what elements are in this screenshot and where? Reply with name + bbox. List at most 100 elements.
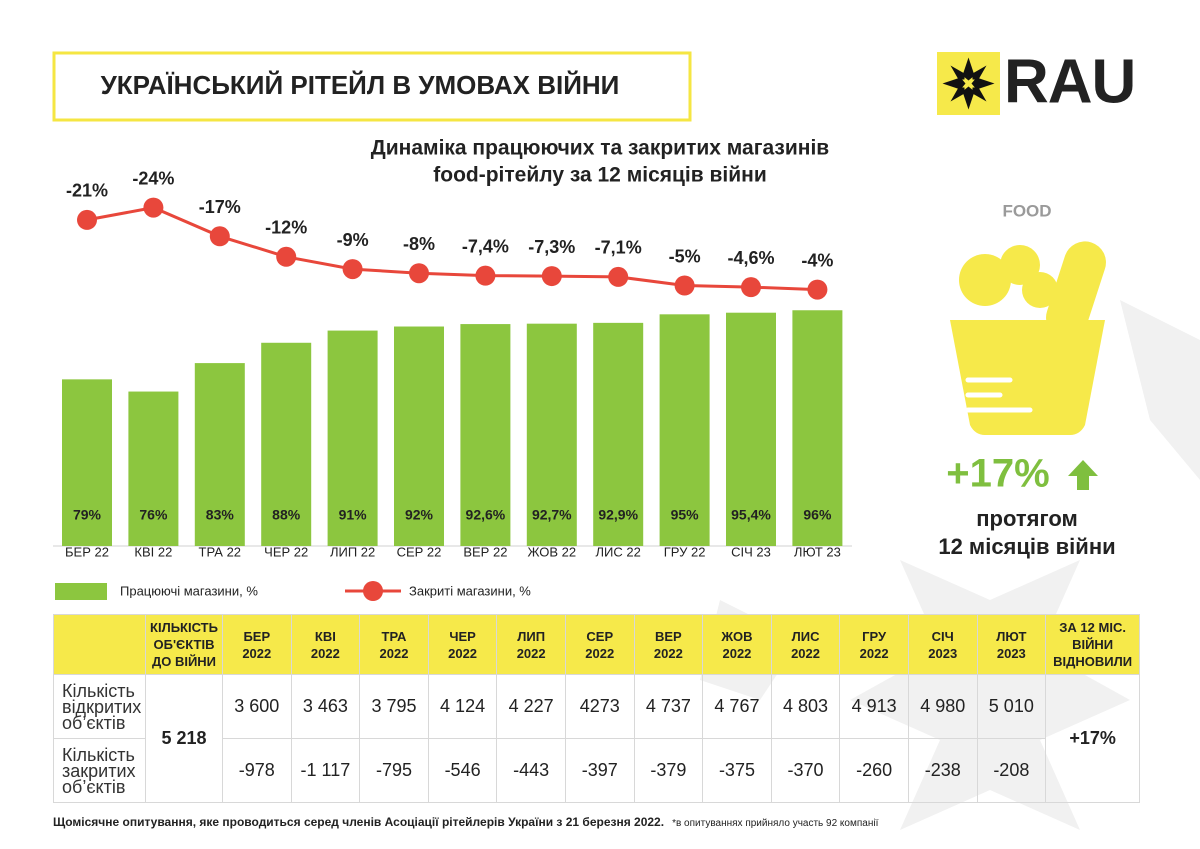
- line-point: [541, 266, 562, 287]
- legend-label: Закриті магазини, %: [409, 583, 531, 598]
- data-table: КІЛЬКІСТЬ ОБ'ЄКТІВ ДО ВІЙНИ БЕР 2022 КВІ 202…: [53, 614, 1141, 803]
- title-box: [52, 51, 692, 122]
- header-year: 2022: [379, 645, 409, 661]
- header-year: 2022: [310, 645, 340, 661]
- x-tick-label: ВЕР 22: [463, 544, 507, 559]
- x-tick-label: ЛЮТ 23: [794, 544, 841, 559]
- point-label: -4,6%: [727, 248, 774, 268]
- x-tick-label: ТРА 22: [199, 544, 242, 559]
- legend-swatch: [363, 581, 383, 601]
- header-cell: КВІ 2022: [290, 614, 361, 675]
- header-cell: ГРУ 2022: [839, 614, 909, 675]
- value-cell: 4 913: [839, 674, 909, 739]
- header-year: 2022: [448, 645, 478, 661]
- value-cell: -978: [222, 738, 292, 803]
- header-year: 2022: [242, 645, 272, 661]
- bar-label: 79%: [73, 507, 102, 523]
- point-label: -5%: [669, 246, 701, 266]
- header-cell: СІЧ 2023: [907, 614, 978, 675]
- x-tick-label: БЕР 22: [65, 544, 109, 559]
- line-point: [409, 263, 429, 284]
- value-cell: -375: [702, 738, 772, 803]
- bar-label: 88%: [272, 507, 301, 523]
- header-cell: ЖОВ 2022: [702, 614, 772, 675]
- line-point: [143, 197, 164, 218]
- line-point: [342, 259, 363, 280]
- footnote: Щомісячне опитування, яке проводиться се…: [53, 815, 878, 829]
- bag-icon: [950, 241, 1106, 435]
- bar-label: 96%: [803, 507, 832, 523]
- logo-star: [942, 57, 995, 110]
- point-label: -8%: [403, 234, 435, 254]
- header-month: СІЧ: [931, 628, 954, 644]
- line-point: [807, 279, 828, 300]
- header-month: БЕР: [243, 628, 271, 644]
- bar: [593, 322, 644, 546]
- header-month: СЕР: [586, 628, 614, 644]
- up-arrow: [1068, 460, 1098, 490]
- line-point: [608, 266, 629, 287]
- header-month: ЧЕР: [449, 628, 476, 644]
- header-year: 2023: [928, 645, 958, 661]
- point-label: -7,1%: [595, 238, 642, 258]
- table-row: Кількість відкритих об’єктів 5 218 3 600 3 …: [53, 674, 1141, 803]
- header-month: ЛЮТ: [996, 628, 1027, 644]
- point-label: -4%: [801, 250, 833, 270]
- header-month: ВЕР: [654, 628, 682, 644]
- value-cell: 4 737: [633, 674, 704, 739]
- bar: [394, 326, 444, 546]
- header-month: ТРА: [381, 628, 407, 644]
- line-point: [209, 226, 230, 247]
- bar-label: 91%: [339, 507, 368, 523]
- header-month: КВІ: [314, 628, 336, 644]
- header-month: ЛИС: [791, 628, 820, 644]
- row-label: Кількість закритих об’єктів: [53, 738, 146, 803]
- x-tick-label: ГРУ 22: [664, 544, 706, 559]
- header-cell: ЧЕР 2022: [427, 614, 498, 675]
- table-row: КІЛЬКІСТЬ ОБ'ЄКТІВ ДО ВІЙНИ БЕР 2022 КВІ 202…: [53, 614, 1141, 675]
- header-cell: КІЛЬКІСТЬ ОБ'ЄКТІВ ДО ВІЙНИ: [145, 614, 223, 675]
- header-year: 2022: [585, 645, 615, 661]
- before-war-cell: 5 218: [145, 674, 223, 803]
- point-label: -7,4%: [462, 236, 509, 256]
- line-point: [674, 275, 695, 296]
- header-year: 2022: [516, 645, 546, 661]
- bar-label: 92,9%: [598, 507, 638, 523]
- header-month: ГРУ: [862, 628, 887, 644]
- chart-title: food-рітейлу за 12 місяців війни: [433, 164, 767, 187]
- bar: [128, 391, 179, 546]
- bar: [659, 314, 710, 546]
- logo-text: RAU: [1004, 47, 1135, 116]
- row-label: Кількість відкритих об’єктів: [53, 674, 146, 739]
- value-cell: -1 117: [290, 738, 361, 803]
- side-label: FOOD: [1002, 201, 1051, 220]
- bar: [526, 323, 577, 546]
- header-cell: СЕР 2022: [564, 614, 635, 675]
- line-point: [741, 277, 761, 298]
- header-year: 2022: [791, 645, 820, 661]
- value-cell: 5 010: [976, 674, 1047, 739]
- value-cell: -397: [564, 738, 635, 803]
- value-cell: -260: [839, 738, 909, 803]
- bar: [460, 324, 511, 546]
- bar-label: 92%: [405, 507, 434, 523]
- point-label: -24%: [132, 168, 174, 188]
- x-tick-label: ЧЕР 22: [264, 544, 308, 559]
- bar-label: 95%: [671, 507, 700, 523]
- bar-label: 83%: [206, 507, 235, 523]
- value-cell: 3 600: [222, 674, 292, 739]
- header-month: ЛИП: [517, 628, 546, 644]
- header-cell: [53, 614, 146, 675]
- value-cell: -370: [770, 738, 841, 803]
- bar: [62, 379, 112, 546]
- side-caption: протягом: [976, 506, 1078, 531]
- header-cell: БЕР 2022: [222, 614, 292, 675]
- header-cell: ЛИП 2022: [496, 614, 566, 675]
- bar-label: 92,7%: [532, 507, 572, 523]
- x-tick-label: ЛИП 22: [330, 544, 375, 559]
- value-cell: -546: [427, 738, 498, 803]
- bar-label: 92,6%: [466, 507, 506, 523]
- line-point: [475, 265, 496, 286]
